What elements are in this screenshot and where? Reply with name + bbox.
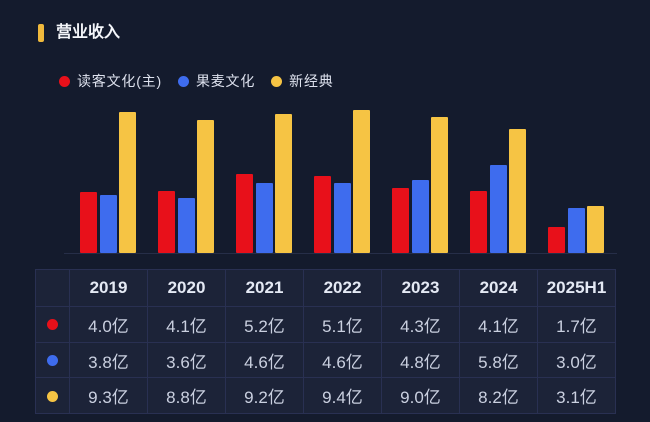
value-cell-r0-c5: 4.1亿 bbox=[459, 306, 538, 343]
bar-series1-2019 bbox=[99, 195, 117, 253]
value-cell-r0-c3: 5.1亿 bbox=[303, 306, 382, 343]
value-cell-r1-c0: 3.8亿 bbox=[69, 341, 148, 379]
legend-label: 读客文化(主) bbox=[77, 73, 162, 89]
bar-series2-2024 bbox=[509, 129, 526, 253]
bar-series0-2019 bbox=[80, 192, 97, 253]
series-dot-cell-0 bbox=[35, 306, 70, 343]
value-cell-r2-c6: 3.1亿 bbox=[537, 377, 616, 415]
table-col-header-2024: 2024 bbox=[459, 269, 538, 307]
bar-series2-2022 bbox=[353, 110, 370, 253]
bar-series1-2023 bbox=[411, 180, 429, 253]
table-row-0: 4.0亿 4.1亿 5.2亿 5.1亿 4.3亿 4.1亿 1.7亿 bbox=[35, 306, 616, 343]
value-cell-r2-c3: 9.4亿 bbox=[303, 377, 382, 415]
bar-series1-2024 bbox=[489, 165, 507, 253]
value-cell-r1-c3: 4.6亿 bbox=[303, 341, 382, 379]
bar-series2-2020 bbox=[197, 120, 214, 253]
legend-label: 新经典 bbox=[289, 73, 334, 89]
series-dot-icon bbox=[47, 319, 58, 331]
bar-series2-2023 bbox=[431, 117, 448, 253]
bar-series2-2025h1 bbox=[587, 206, 604, 253]
bar-series1-2025h1 bbox=[567, 208, 585, 253]
value-cell-r2-c5: 8.2亿 bbox=[459, 377, 538, 415]
series-dot-cell-1 bbox=[35, 341, 70, 379]
series-dot-icon bbox=[47, 390, 58, 402]
value-cell-r1-c4: 4.8亿 bbox=[381, 341, 460, 379]
value-cell-r0-c1: 4.1亿 bbox=[147, 306, 226, 343]
chart-title: 营业收入 bbox=[56, 24, 121, 41]
bar-series0-2020 bbox=[158, 191, 175, 253]
bar-series2-2019 bbox=[119, 112, 136, 253]
x-axis-line bbox=[64, 253, 617, 254]
chart-legend: 读客文化(主) 果麦文化 新经典 bbox=[59, 73, 350, 89]
value-cell-r1-c2: 4.6亿 bbox=[225, 341, 304, 379]
table-row-1: 3.8亿 3.6亿 4.6亿 4.6亿 4.8亿 5.8亿 3.0亿 bbox=[35, 341, 616, 379]
value-cell-r0-c6: 1.7亿 bbox=[537, 306, 616, 343]
legend-dot-icon bbox=[177, 76, 189, 87]
bar-series2-2021 bbox=[275, 114, 292, 253]
value-cell-r2-c0: 9.3亿 bbox=[69, 377, 148, 415]
legend-item-2: 新经典 bbox=[271, 73, 334, 89]
table-col-header-2025h1: 2025H1 bbox=[537, 269, 616, 307]
bar-series1-2022 bbox=[333, 183, 351, 253]
value-cell-r2-c2: 9.2亿 bbox=[225, 377, 304, 415]
bar-series1-2021 bbox=[255, 183, 273, 253]
table-col-header-2021: 2021 bbox=[225, 269, 304, 307]
bar-series0-2024 bbox=[470, 191, 487, 253]
legend-dot-icon bbox=[271, 76, 283, 87]
table-corner-cell bbox=[35, 269, 70, 307]
table-col-header-2020: 2020 bbox=[147, 269, 226, 307]
table-col-header-2022: 2022 bbox=[303, 269, 382, 307]
title-accent-bar-icon bbox=[38, 23, 44, 42]
bar-series0-2022 bbox=[314, 176, 331, 253]
value-cell-r0-c0: 4.0亿 bbox=[69, 306, 148, 343]
bar-series0-2023 bbox=[392, 188, 409, 253]
chart-title-row: 营业收入 bbox=[38, 23, 120, 42]
table-row-2: 9.3亿 8.8亿 9.2亿 9.4亿 9.0亿 8.2亿 3.1亿 bbox=[35, 377, 616, 415]
legend-item-0: 读客文化(主) bbox=[59, 73, 162, 89]
legend-label: 果麦文化 bbox=[195, 73, 256, 89]
table-col-header-2019: 2019 bbox=[69, 269, 148, 307]
value-cell-r1-c1: 3.6亿 bbox=[147, 341, 226, 379]
series-dot-icon bbox=[47, 355, 58, 367]
value-cell-r0-c4: 4.3亿 bbox=[381, 306, 460, 343]
value-cell-r0-c2: 5.2亿 bbox=[225, 306, 304, 343]
value-cell-r2-c1: 8.8亿 bbox=[147, 377, 226, 415]
value-cell-r1-c6: 3.0亿 bbox=[537, 341, 616, 379]
table-header-row: 2019 2020 2021 2022 2023 2024 2025H1 bbox=[35, 269, 616, 307]
legend-item-1: 果麦文化 bbox=[177, 73, 256, 89]
revenue-table: 2019 2020 2021 2022 2023 2024 2025H1 4.0亿 4.1亿 5… bbox=[35, 269, 616, 415]
legend-dot-icon bbox=[59, 76, 70, 87]
bar-series0-2021 bbox=[236, 174, 253, 253]
table-col-header-2023: 2023 bbox=[381, 269, 460, 307]
bar-series1-2020 bbox=[177, 198, 195, 253]
bar-chart bbox=[64, 110, 617, 254]
bar-series0-2025h1 bbox=[548, 227, 565, 253]
value-cell-r2-c4: 9.0亿 bbox=[381, 377, 460, 415]
value-cell-r1-c5: 5.8亿 bbox=[459, 341, 538, 379]
series-dot-cell-2 bbox=[35, 377, 70, 415]
